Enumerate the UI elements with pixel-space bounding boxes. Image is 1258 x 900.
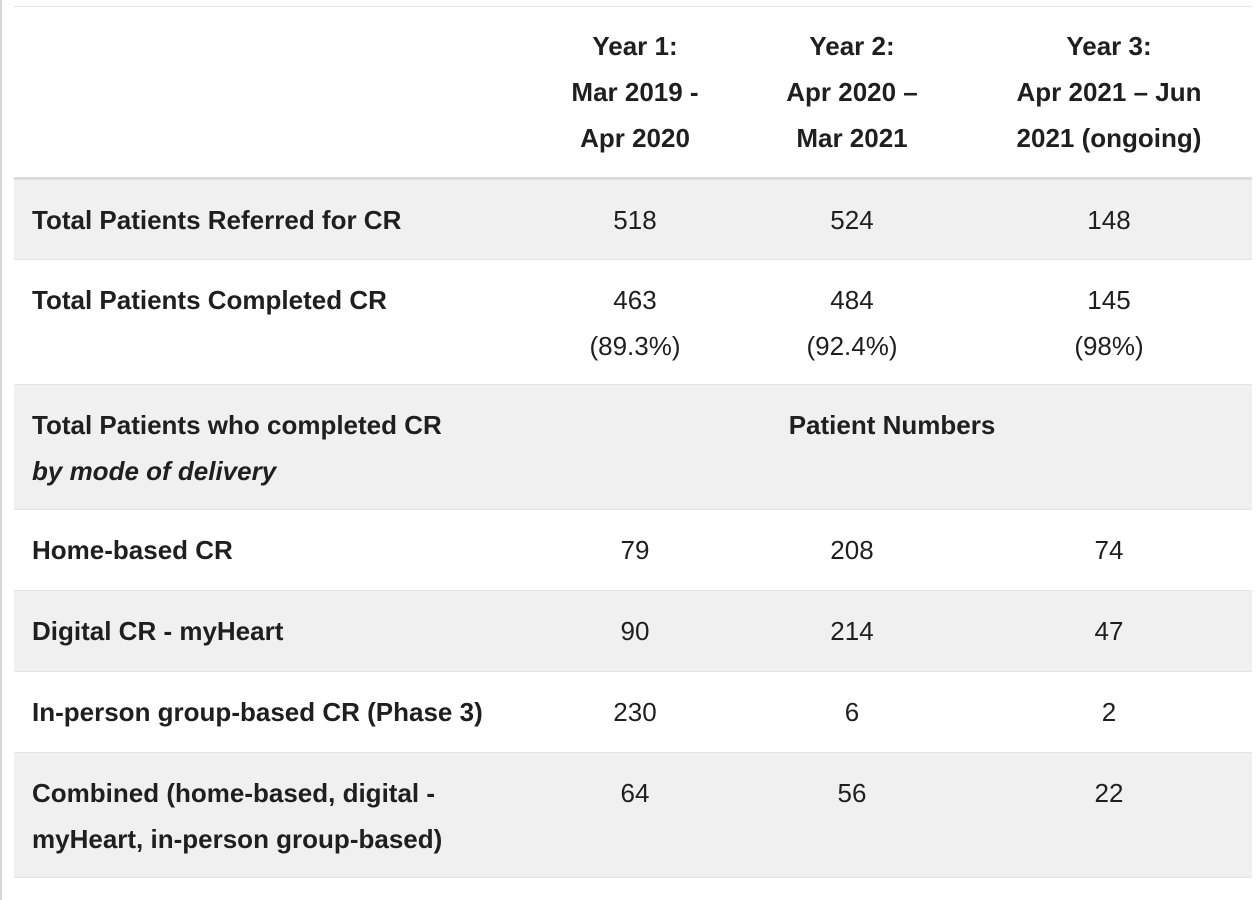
row-label: In-person group-based CR (Phase 3) (14, 671, 532, 753)
cell-value: 2 (966, 671, 1252, 753)
header-year-1: Year 1: Mar 2019 - Apr 2020 (532, 7, 738, 180)
cell-value: 148 (966, 178, 1252, 260)
cell-value: 74 (966, 509, 1252, 591)
cell-value: 47 (966, 590, 1252, 672)
cell-value: 145 (98%) (966, 259, 1252, 385)
top-rule (14, 6, 1252, 7)
row-label: Digital CR - myHeart (14, 590, 532, 672)
cell-value: 463 (89.3%) (532, 259, 738, 385)
cell-value: 484 (92.4%) (738, 259, 966, 385)
row-sublabel: by mode of delivery (32, 456, 277, 486)
cell-value: 6 (738, 671, 966, 753)
cell-value: 208 (738, 509, 966, 591)
row-label: Total Patients who completed CR by mode … (14, 384, 532, 510)
row-label: Total Patients Completed CR (14, 259, 532, 385)
row-label: Home-based CR (14, 509, 532, 591)
table-row-home-based: Home-based CR 79 208 74 (14, 509, 1252, 591)
cell-value: 79 (532, 509, 738, 591)
table-row-combined: Combined (home-based, digital - myHeart,… (14, 752, 1252, 878)
header-empty-cell (14, 7, 532, 180)
header-year-2: Year 2: Apr 2020 – Mar 2021 (738, 7, 966, 180)
table-row-referred: Total Patients Referred for CR 518 524 1… (14, 178, 1252, 260)
patient-numbers-heading: Patient Numbers (532, 384, 1252, 510)
table-row-in-person: In-person group-based CR (Phase 3) 230 6… (14, 671, 1252, 753)
cr-data-table: Year 1: Mar 2019 - Apr 2020 Year 2: Apr … (14, 7, 1252, 878)
header-row: Year 1: Mar 2019 - Apr 2020 Year 2: Apr … (14, 7, 1252, 180)
table-row-mode-heading: Total Patients who completed CR by mode … (14, 384, 1252, 510)
row-label: Total Patients Referred for CR (14, 178, 532, 260)
cell-value: 518 (532, 178, 738, 260)
cell-value: 22 (966, 752, 1252, 878)
cell-value: 230 (532, 671, 738, 753)
cell-value: 56 (738, 752, 966, 878)
cell-value: 64 (532, 752, 738, 878)
header-year-3: Year 3: Apr 2021 – Jun 2021 (ongoing) (966, 7, 1252, 180)
cell-value: 90 (532, 590, 738, 672)
cell-value: 524 (738, 178, 966, 260)
row-label: Combined (home-based, digital - myHeart,… (14, 752, 532, 878)
table-row-digital: Digital CR - myHeart 90 214 47 (14, 590, 1252, 672)
cell-value: 214 (738, 590, 966, 672)
table-row-completed: Total Patients Completed CR 463 (89.3%) … (14, 259, 1252, 385)
